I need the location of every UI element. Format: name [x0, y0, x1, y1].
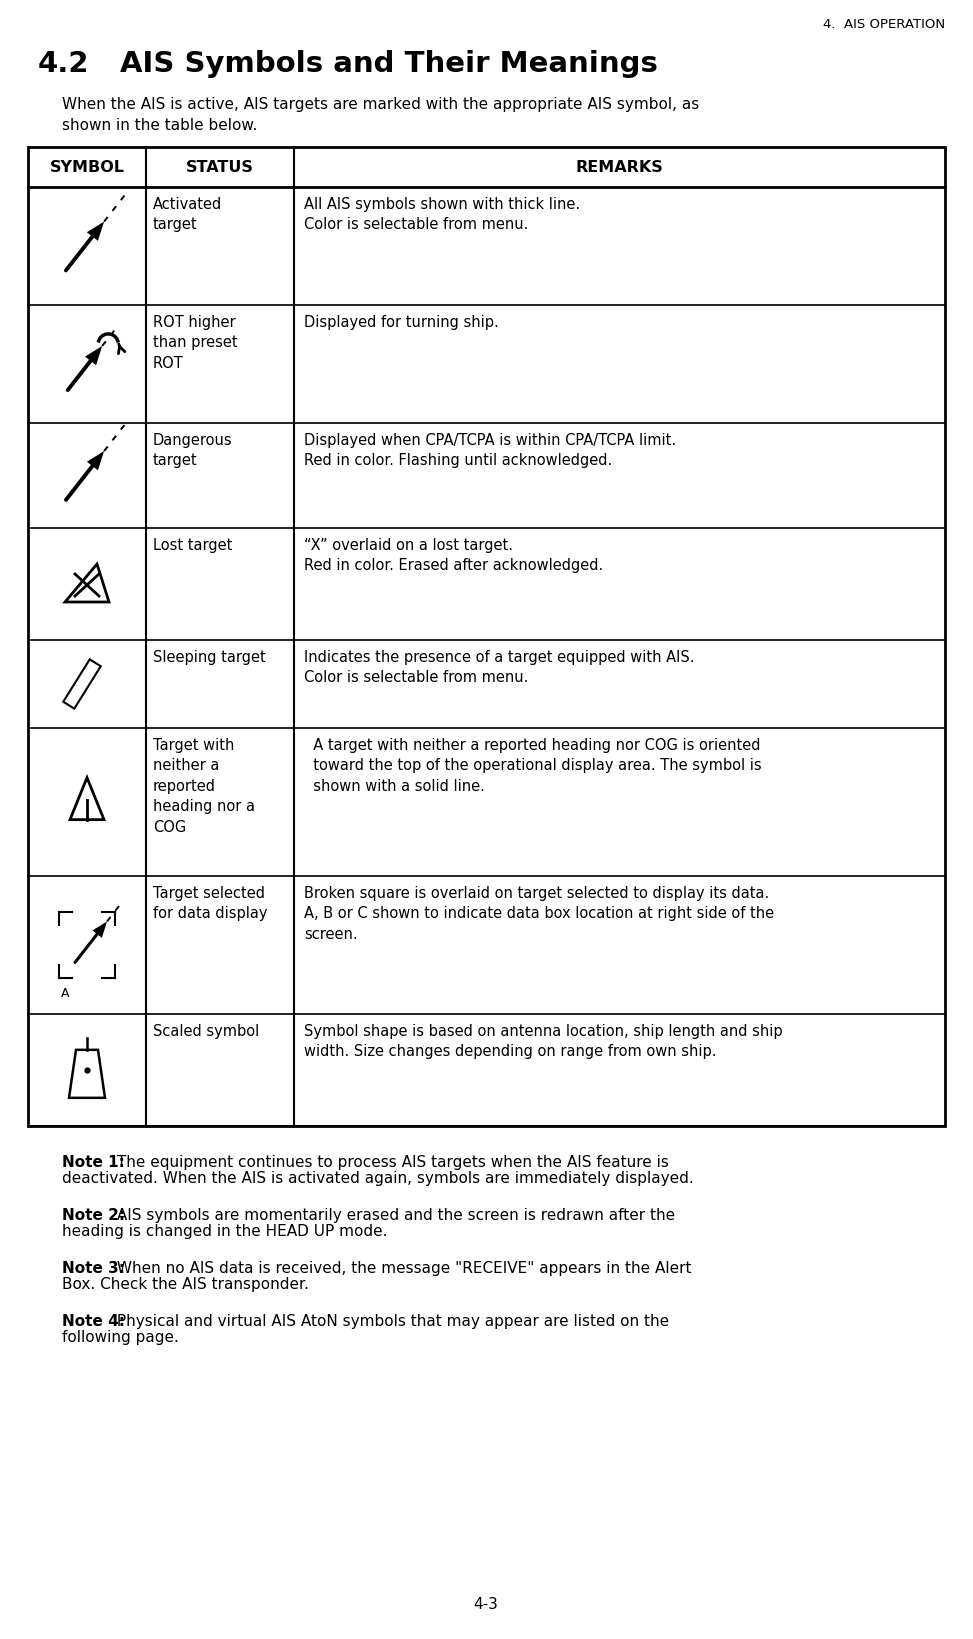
- Text: Target selected
for data display: Target selected for data display: [153, 885, 268, 921]
- Text: When the AIS is active, AIS targets are marked with the appropriate AIS symbol, : When the AIS is active, AIS targets are …: [62, 97, 700, 111]
- Text: Note 3:: Note 3:: [62, 1260, 125, 1275]
- Text: following page.: following page.: [62, 1329, 179, 1344]
- Text: All AIS symbols shown with thick line.
Color is selectable from menu.: All AIS symbols shown with thick line. C…: [304, 197, 580, 233]
- Text: A: A: [61, 987, 69, 1000]
- Text: Lost target: Lost target: [153, 538, 233, 552]
- Text: Note 1:: Note 1:: [62, 1154, 125, 1169]
- Text: SYMBOL: SYMBOL: [50, 161, 125, 175]
- Text: AIS Symbols and Their Meanings: AIS Symbols and Their Meanings: [120, 49, 658, 79]
- Text: 4.2: 4.2: [38, 49, 90, 79]
- Text: ROT higher
than preset
ROT: ROT higher than preset ROT: [153, 315, 237, 370]
- Text: Activated
target: Activated target: [153, 197, 222, 233]
- Polygon shape: [87, 452, 104, 470]
- Text: The equipment continues to process AIS targets when the AIS feature is: The equipment continues to process AIS t…: [112, 1154, 668, 1169]
- Text: Indicates the presence of a target equipped with AIS.
Color is selectable from m: Indicates the presence of a target equip…: [304, 649, 695, 685]
- Bar: [28, 148, 945, 1126]
- Text: Dangerous
target: Dangerous target: [153, 433, 233, 469]
- Text: Box. Check the AIS transponder.: Box. Check the AIS transponder.: [62, 1277, 308, 1292]
- Text: Target with
neither a
reported
heading nor a
COG: Target with neither a reported heading n…: [153, 738, 255, 834]
- Text: shown in the table below.: shown in the table below.: [62, 118, 258, 133]
- Text: AIS symbols are momentarily erased and the screen is redrawn after the: AIS symbols are momentarily erased and t…: [112, 1208, 675, 1223]
- Text: Displayed when CPA/TCPA is within CPA/TCPA limit.
Red in color. Flashing until a: Displayed when CPA/TCPA is within CPA/TC…: [304, 433, 676, 469]
- Text: Sleeping target: Sleeping target: [153, 649, 266, 664]
- Text: REMARKS: REMARKS: [576, 161, 664, 175]
- Text: heading is changed in the HEAD UP mode.: heading is changed in the HEAD UP mode.: [62, 1224, 387, 1239]
- Polygon shape: [92, 923, 107, 938]
- Text: A target with neither a reported heading nor COG is oriented
  toward the top of: A target with neither a reported heading…: [304, 738, 762, 793]
- Text: 4.  AIS OPERATION: 4. AIS OPERATION: [823, 18, 945, 31]
- Text: Note 4:: Note 4:: [62, 1313, 125, 1328]
- Text: STATUS: STATUS: [186, 161, 254, 175]
- Text: Broken square is overlaid on target selected to display its data.
A, B or C show: Broken square is overlaid on target sele…: [304, 885, 775, 941]
- Text: Note 2:: Note 2:: [62, 1208, 126, 1223]
- Polygon shape: [85, 347, 102, 365]
- Text: 4-3: 4-3: [474, 1596, 498, 1611]
- Text: When no AIS data is received, the message "RECEIVE" appears in the Alert: When no AIS data is received, the messag…: [112, 1260, 691, 1275]
- Polygon shape: [87, 223, 104, 241]
- Text: Symbol shape is based on antenna location, ship length and ship
width. Size chan: Symbol shape is based on antenna locatio…: [304, 1023, 782, 1059]
- Text: “X” overlaid on a lost target.
Red in color. Erased after acknowledged.: “X” overlaid on a lost target. Red in co…: [304, 538, 603, 574]
- Text: Scaled symbol: Scaled symbol: [153, 1023, 259, 1039]
- Text: deactivated. When the AIS is activated again, symbols are immediately displayed.: deactivated. When the AIS is activated a…: [62, 1170, 694, 1185]
- Text: Displayed for turning ship.: Displayed for turning ship.: [304, 315, 499, 329]
- Text: Physical and virtual AIS AtoN symbols that may appear are listed on the: Physical and virtual AIS AtoN symbols th…: [112, 1313, 668, 1328]
